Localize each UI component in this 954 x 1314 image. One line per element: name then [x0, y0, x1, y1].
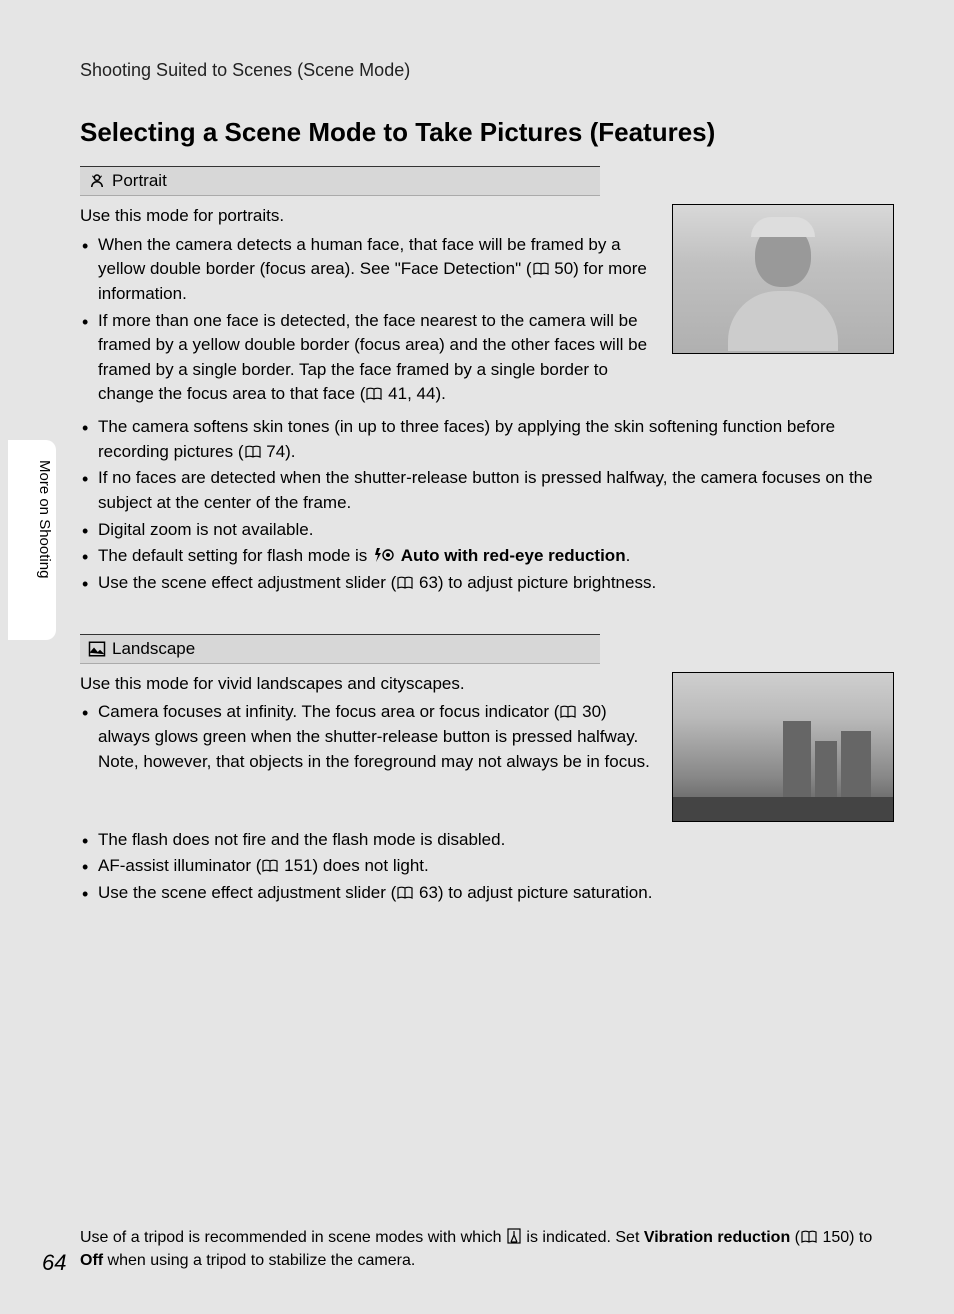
book-ref-icon	[245, 445, 261, 459]
book-ref-icon	[397, 576, 413, 590]
landscape-bullet-1: Camera focuses at infinity. The focus ar…	[80, 700, 652, 774]
portrait-bullet-1: When the camera detects a human face, th…	[80, 233, 652, 307]
landscape-thumbnail	[672, 672, 894, 822]
portrait-bullet-3: The camera softens skin tones (in up to …	[80, 415, 894, 464]
portrait-icon	[88, 172, 106, 190]
book-ref-icon	[560, 705, 576, 719]
landscape-header: Landscape	[80, 634, 600, 664]
landscape-title: Landscape	[112, 639, 195, 659]
book-ref-icon	[801, 1230, 817, 1244]
portrait-header: Portrait	[80, 166, 600, 196]
portrait-bullet-2: If more than one face is detected, the f…	[80, 309, 652, 408]
landscape-bullet-4: Use the scene effect adjustment slider (…	[80, 881, 894, 906]
tripod-icon	[507, 1228, 521, 1244]
portrait-section: Portrait Use this mode for portraits. Wh…	[80, 166, 894, 596]
book-ref-icon	[366, 387, 382, 401]
portrait-bullet-6: The default setting for flash mode is Au…	[80, 544, 894, 569]
book-ref-icon	[262, 859, 278, 873]
portrait-bullet-7: Use the scene effect adjustment slider (…	[80, 571, 894, 596]
landscape-bullet-2: The flash does not fire and the flash mo…	[80, 828, 894, 853]
landscape-intro: Use this mode for vivid landscapes and c…	[80, 672, 652, 697]
portrait-bullet-5: Digital zoom is not available.	[80, 518, 894, 543]
book-ref-icon	[397, 886, 413, 900]
landscape-section: Landscape Use this mode for vivid landsc…	[80, 634, 894, 906]
book-ref-icon	[533, 262, 549, 276]
portrait-bullet-4: If no faces are detected when the shutte…	[80, 466, 894, 515]
landscape-icon	[88, 640, 106, 658]
landscape-bullet-3: AF-assist illuminator ( 151) does not li…	[80, 854, 894, 879]
footnote: Use of a tripod is recommended in scene …	[80, 1227, 894, 1272]
page-heading: Selecting a Scene Mode to Take Pictures …	[80, 117, 894, 148]
breadcrumb: Shooting Suited to Scenes (Scene Mode)	[80, 60, 894, 81]
portrait-title: Portrait	[112, 171, 167, 191]
flash-redeye-icon	[373, 547, 395, 563]
portrait-intro: Use this mode for portraits.	[80, 204, 652, 229]
page-number: 64	[42, 1250, 66, 1276]
portrait-thumbnail	[672, 204, 894, 354]
